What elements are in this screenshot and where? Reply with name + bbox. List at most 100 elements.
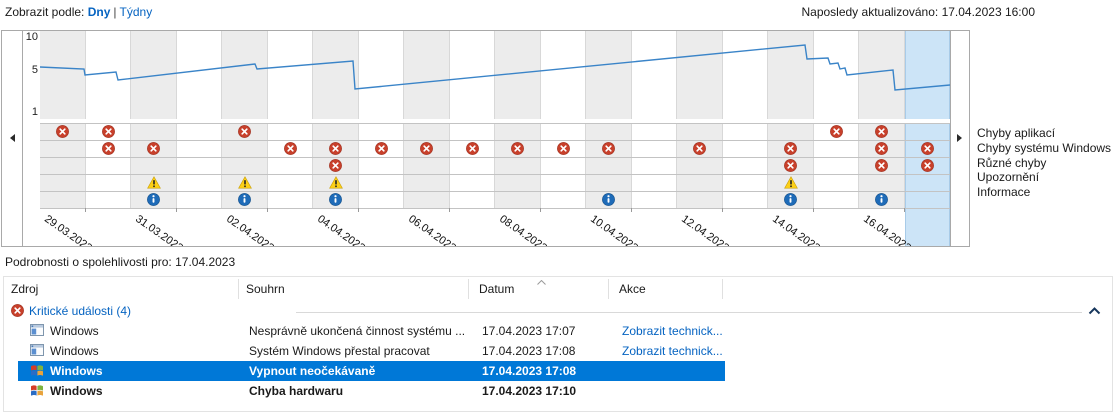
critical-error-icon	[11, 304, 25, 317]
summary-cell: Nesprávně ukončená činnost systému ...	[249, 324, 466, 338]
icon-grid-line	[40, 174, 950, 175]
view-technical-details-link[interactable]: Zobrazit technick...	[622, 344, 723, 358]
day-column[interactable]	[904, 31, 950, 246]
date-label: 12.04.2023	[678, 213, 731, 246]
column-header-summary[interactable]: Souhrn	[246, 282, 285, 296]
view-weeks-link[interactable]: Týdny	[119, 5, 153, 19]
information-icon	[238, 193, 252, 206]
warning-icon	[329, 176, 344, 189]
plot-grid-gap	[40, 119, 950, 123]
y-tick-1: 1	[31, 105, 38, 118]
reliability-chart: 10 5 1 29.03.2023 31.03.2023 02.04.2023 04.…	[1, 30, 970, 247]
windows-error-icon	[283, 142, 298, 155]
application-window-icon	[30, 324, 44, 337]
warning-icon	[147, 176, 162, 189]
windows-logo-icon	[30, 364, 44, 377]
windows-error-icon	[329, 142, 343, 155]
source-cell: Windows	[50, 364, 103, 378]
event-row[interactable]: Windows Nesprávně ukončená činnost systém…	[18, 321, 725, 341]
information-icon	[784, 193, 798, 206]
y-tick-10: 10	[25, 31, 38, 43]
date-label: 02.04.2023	[223, 213, 276, 246]
windows-error-icon	[465, 142, 480, 155]
date-tick	[267, 208, 268, 212]
scroll-right-strip[interactable]	[950, 31, 969, 246]
view-days-link[interactable]: Dny	[87, 5, 111, 19]
windows-error-icon	[920, 142, 935, 155]
view-by-toggle: Zobrazit podle: Dny | Týdny	[5, 5, 152, 19]
warning-icon	[784, 176, 799, 189]
information-icon	[875, 193, 889, 206]
source-cell: Windows	[50, 384, 103, 398]
application-error-icon	[56, 125, 70, 138]
details-title: Podrobnosti o spolehlivosti pro: 17.04.2…	[5, 255, 236, 269]
date-tick	[358, 208, 359, 212]
view-separator: |	[113, 5, 117, 19]
application-error-icon	[875, 125, 889, 138]
misc-error-icon	[920, 159, 935, 172]
row-label-information: Informace	[977, 185, 1031, 200]
collapse-group-icon[interactable]	[1088, 307, 1101, 315]
column-header-action[interactable]: Akce	[619, 282, 646, 296]
view-by-label: Zobrazit podle:	[5, 5, 85, 19]
icon-grid-line	[40, 208, 950, 209]
summary-cell: Chyba hardwaru	[249, 384, 344, 398]
application-window-icon	[30, 344, 44, 357]
event-row[interactable]: Windows Systém Windows přestal pracovat 17…	[18, 341, 725, 361]
group-label: Kritické události (4)	[29, 304, 132, 318]
date-tick	[722, 208, 723, 212]
date-tick	[813, 208, 814, 212]
date-cell: 17.04.2023 17:10	[482, 384, 577, 398]
information-icon	[147, 193, 161, 206]
windows-error-icon	[602, 142, 616, 155]
critical-events-group-row[interactable]: Kritické události (4)	[4, 303, 1114, 320]
date-label: 06.04.2023	[405, 213, 458, 246]
icon-grid-line	[40, 157, 950, 158]
date-tick	[449, 208, 450, 212]
view-technical-details-link[interactable]: Zobrazit technick...	[622, 324, 723, 338]
date-cell: 17.04.2023 17:07	[482, 324, 576, 338]
row-label-misc-errors: Různé chyby	[977, 155, 1047, 170]
y-tick-5: 5	[31, 63, 38, 76]
date-cell: 17.04.2023 17:08	[482, 364, 577, 378]
windows-error-icon	[556, 142, 571, 155]
warning-icon	[238, 176, 253, 189]
icon-grid-line	[40, 140, 950, 141]
event-row-labels: Chyby aplikací Chyby systému Windows Růz…	[977, 126, 1111, 200]
misc-error-icon	[784, 159, 798, 172]
scroll-left-icon[interactable]	[10, 134, 15, 142]
application-error-icon	[829, 125, 844, 138]
y-axis: 10 5 1	[23, 31, 39, 246]
event-row[interactable]: Windows Vypnout neočekávaně 17.04.2023 17:…	[18, 361, 725, 381]
group-divider	[296, 312, 1082, 313]
event-row[interactable]: Windows Chyba hardwaru 17.04.2023 17:10	[18, 381, 725, 401]
column-header-date[interactable]: Datum	[479, 282, 515, 296]
scroll-left-strip[interactable]	[2, 31, 23, 246]
row-label-application-errors: Chyby aplikací	[977, 126, 1056, 140]
date-tick	[85, 208, 86, 212]
scroll-right-icon[interactable]	[957, 134, 962, 142]
date-label: 10.04.2023	[587, 213, 640, 246]
last-updated-text: Naposledy aktualizováno: 17.04.2023 16:0…	[801, 5, 1035, 19]
misc-error-icon	[329, 159, 343, 172]
summary-cell: Systém Windows přestal pracovat	[249, 344, 430, 358]
column-separator	[722, 279, 723, 299]
row-label-warnings: Upozornění	[977, 170, 1040, 185]
windows-error-icon	[511, 142, 525, 155]
application-error-icon	[101, 125, 116, 138]
date-label: 14.04.2023	[769, 213, 822, 246]
windows-error-icon	[147, 142, 161, 155]
sort-ascending-icon	[537, 279, 546, 285]
column-header-source[interactable]: Zdroj	[11, 282, 39, 296]
date-label: 04.04.2023	[314, 213, 367, 246]
windows-error-icon	[784, 142, 798, 155]
date-label: 29.03.2023	[41, 213, 94, 246]
windows-error-icon	[693, 142, 707, 155]
column-separator	[468, 279, 469, 299]
plot-area: 29.03.2023 31.03.2023 02.04.2023 04.04.2023…	[40, 31, 950, 246]
row-label-windows-errors: Chyby systému Windows	[977, 140, 1112, 155]
icon-grid-line	[40, 191, 950, 192]
date-tick	[540, 208, 541, 212]
column-separator	[238, 279, 239, 299]
